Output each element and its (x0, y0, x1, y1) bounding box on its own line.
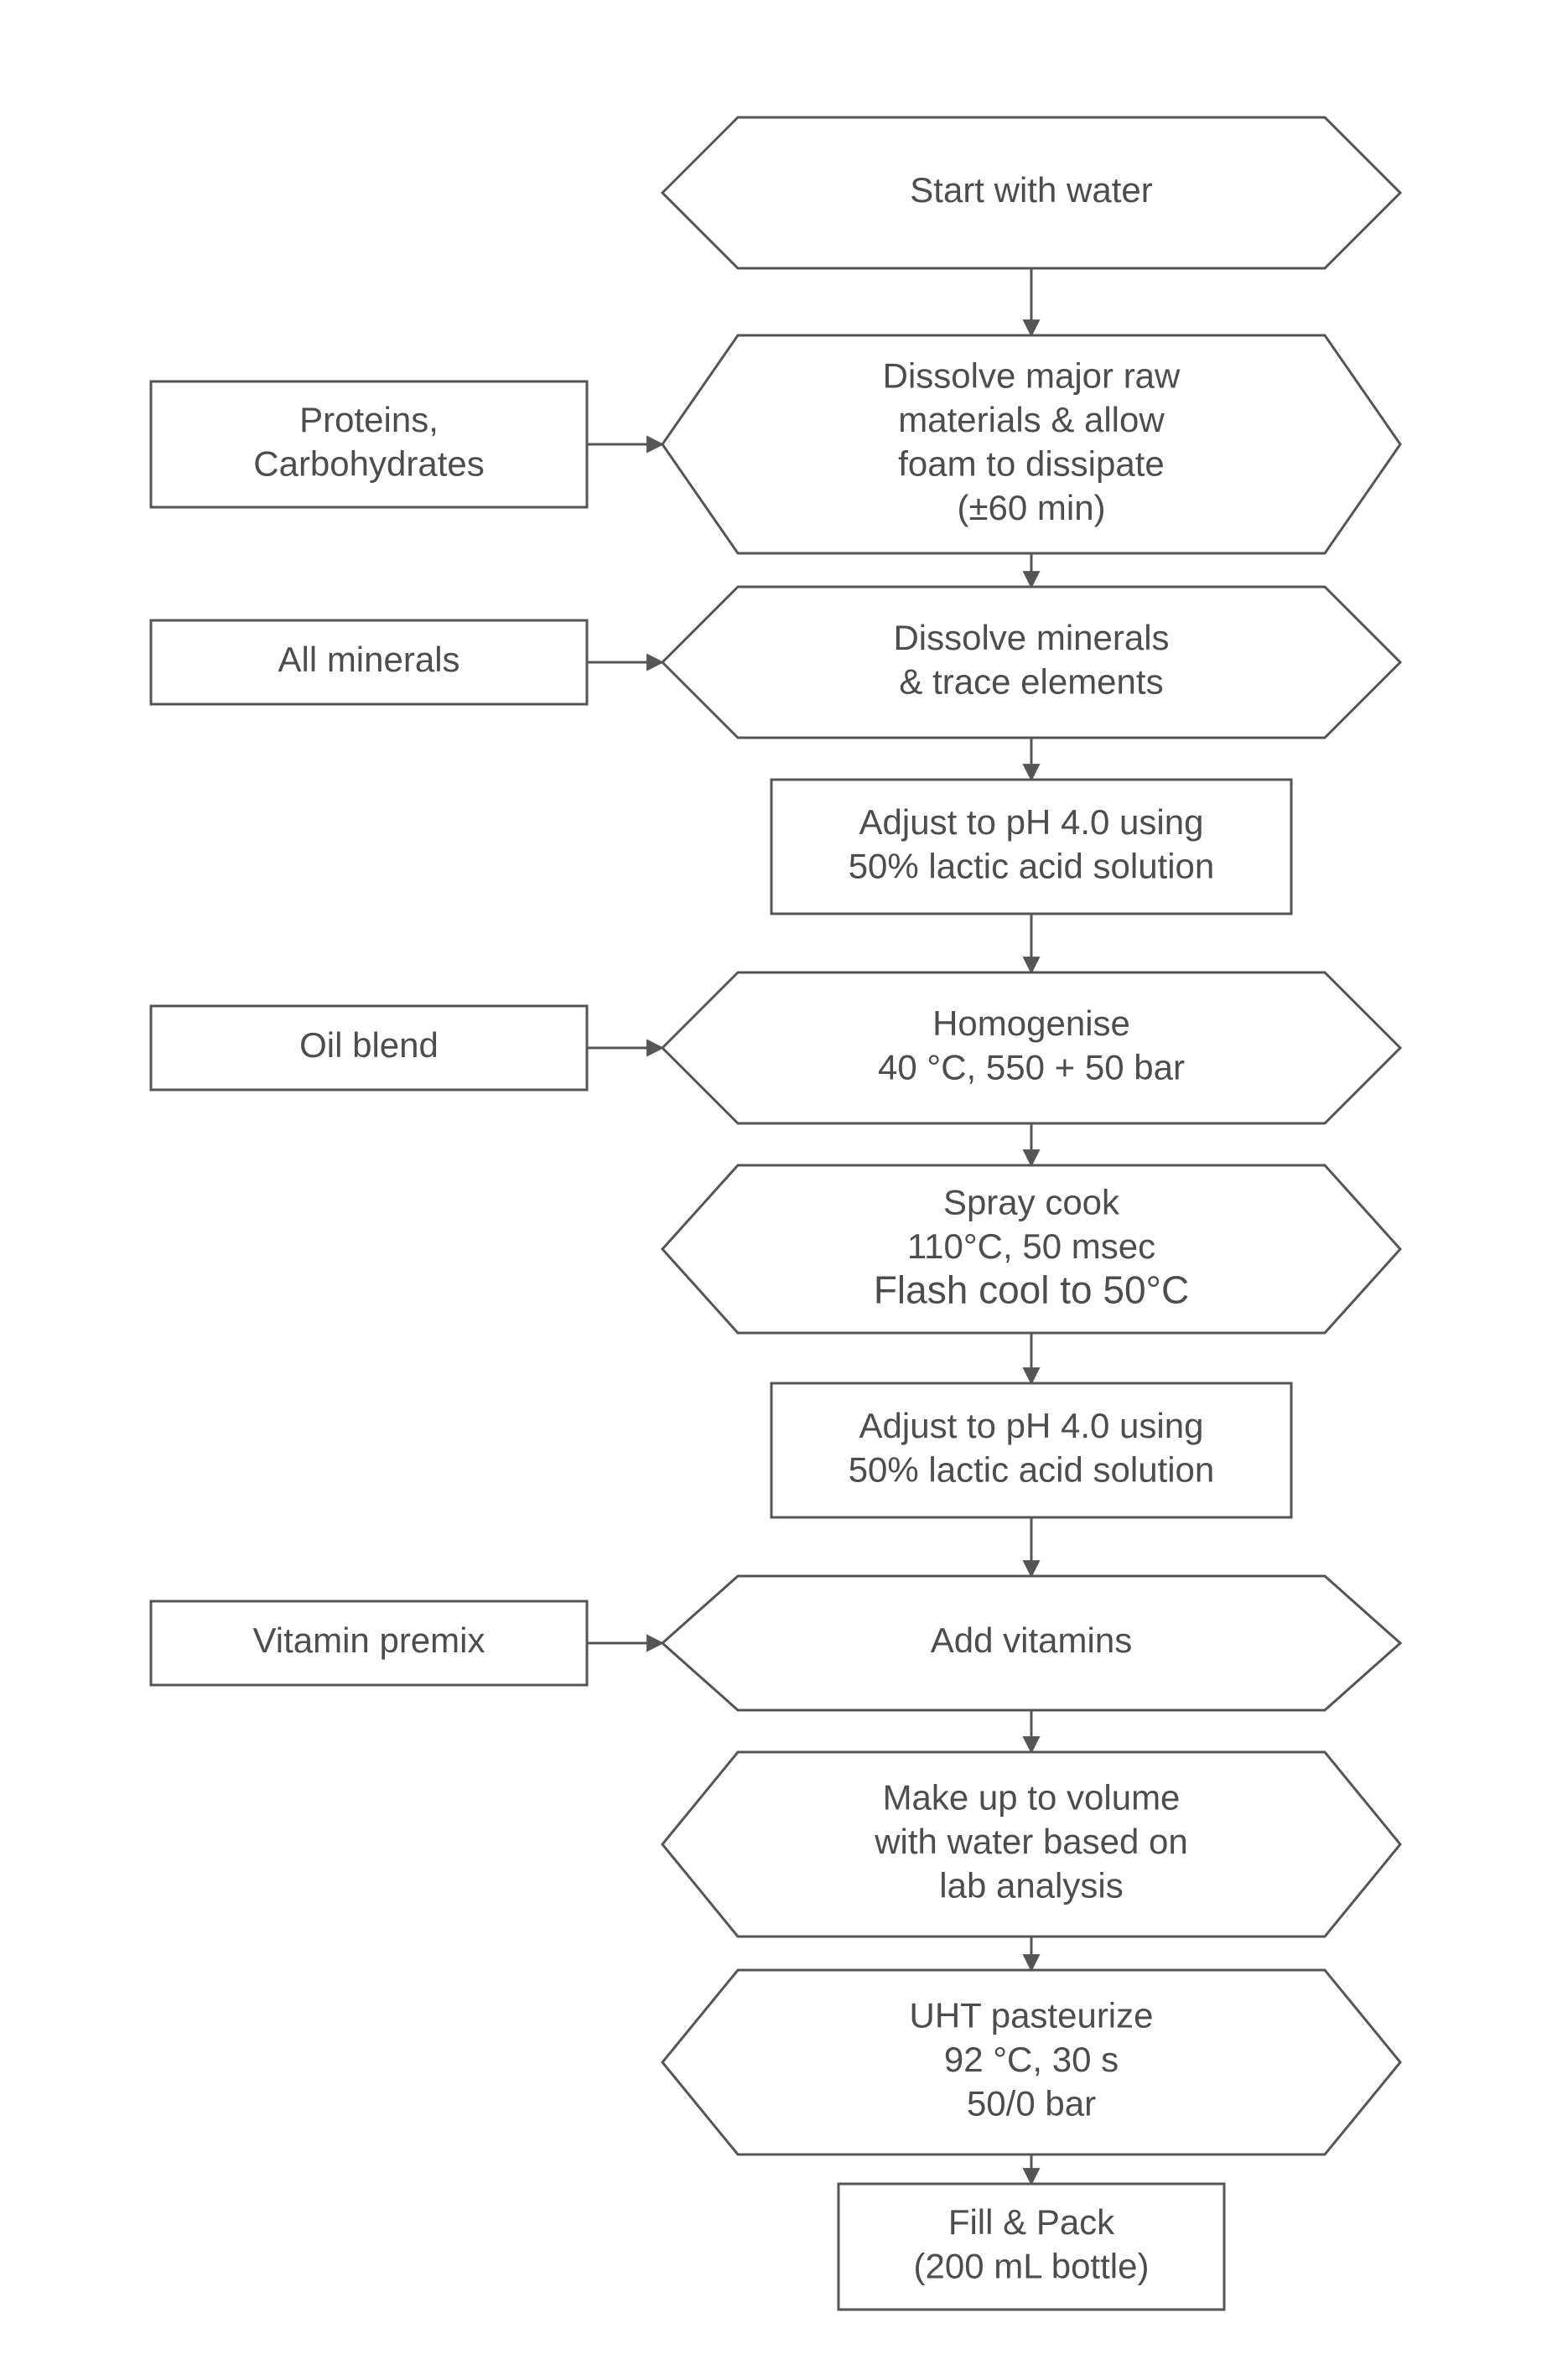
node-label: Vitamin premix (253, 1620, 485, 1660)
node-label: Homogenise (932, 1003, 1130, 1043)
node-label: Adjust to pH 4.0 using (859, 1406, 1204, 1445)
node-label: (200 mL bottle) (914, 2246, 1150, 2285)
node-label: Proteins, (299, 400, 439, 439)
node-label: 50% lactic acid solution (849, 846, 1215, 885)
node-label: (±60 min) (957, 488, 1105, 527)
node-label: Dissolve minerals (893, 618, 1169, 657)
node-label: 50% lactic acid solution (849, 1449, 1215, 1489)
node-label: Add vitamins (931, 1620, 1132, 1660)
node-n4: Adjust to pH 4.0 using 50% lactic acid so… (771, 780, 1291, 914)
node-n7: Adjust to pH 4.0 using 50% lactic acid so… (771, 1383, 1291, 1517)
node-label: Make up to volume (883, 1778, 1181, 1817)
node-label: 110°C, 50 msec (907, 1226, 1155, 1266)
node-n10: UHT pasteurize 92 °C, 30 s 50/0 bar (662, 1970, 1400, 2154)
node-label: Carbohydrates (253, 443, 484, 483)
node-s2: All minerals (151, 620, 587, 704)
node-label: All minerals (278, 640, 459, 679)
node-label: foam to dissipate (898, 443, 1165, 483)
node-label: Flash cool to 50°C (874, 1268, 1189, 1312)
node-n1: Start with water (662, 117, 1400, 268)
node-label: Dissolve major raw (883, 355, 1181, 395)
node-n3: Dissolve minerals & trace elements (662, 587, 1400, 738)
node-n2: Dissolve major raw materials & allow foam … (662, 335, 1400, 553)
node-label: materials & allow (898, 400, 1165, 439)
node-label: with water based on (874, 1822, 1188, 1861)
node-n8: Add vitamins (662, 1576, 1400, 1710)
node-n9: Make up to volume with water based on lab … (662, 1752, 1400, 1937)
node-label: Spray cook (943, 1183, 1120, 1222)
flowchart-canvas: Start with water Dissolve major raw materi… (0, 0, 1547, 2380)
node-label: & trace elements (899, 661, 1163, 701)
node-label: 50/0 bar (967, 2084, 1096, 2123)
node-label: UHT pasteurize (909, 1996, 1153, 2035)
node-s4: Vitamin premix (151, 1601, 587, 1685)
node-label: Oil blend (299, 1025, 439, 1065)
node-n11: Fill & Pack (200 mL bottle) (838, 2184, 1224, 2310)
node-label: Adjust to pH 4.0 using (859, 802, 1204, 842)
node-label: Fill & Pack (948, 2202, 1115, 2242)
node-label: Start with water (910, 170, 1152, 210)
node-label: lab analysis (939, 1866, 1123, 1906)
node-n6: Spray cook 110°C, 50 msecFlash cool to 50… (662, 1165, 1400, 1333)
node-label: 40 °C, 550 + 50 bar (878, 1047, 1185, 1086)
node-s1: Proteins, Carbohydrates (151, 381, 587, 507)
node-s3: Oil blend (151, 1006, 587, 1090)
nodes-layer: Start with water Dissolve major raw materi… (151, 117, 1400, 2310)
node-label: 92 °C, 30 s (944, 2040, 1119, 2079)
node-n5: Homogenise 40 °C, 550 + 50 bar (662, 972, 1400, 1123)
